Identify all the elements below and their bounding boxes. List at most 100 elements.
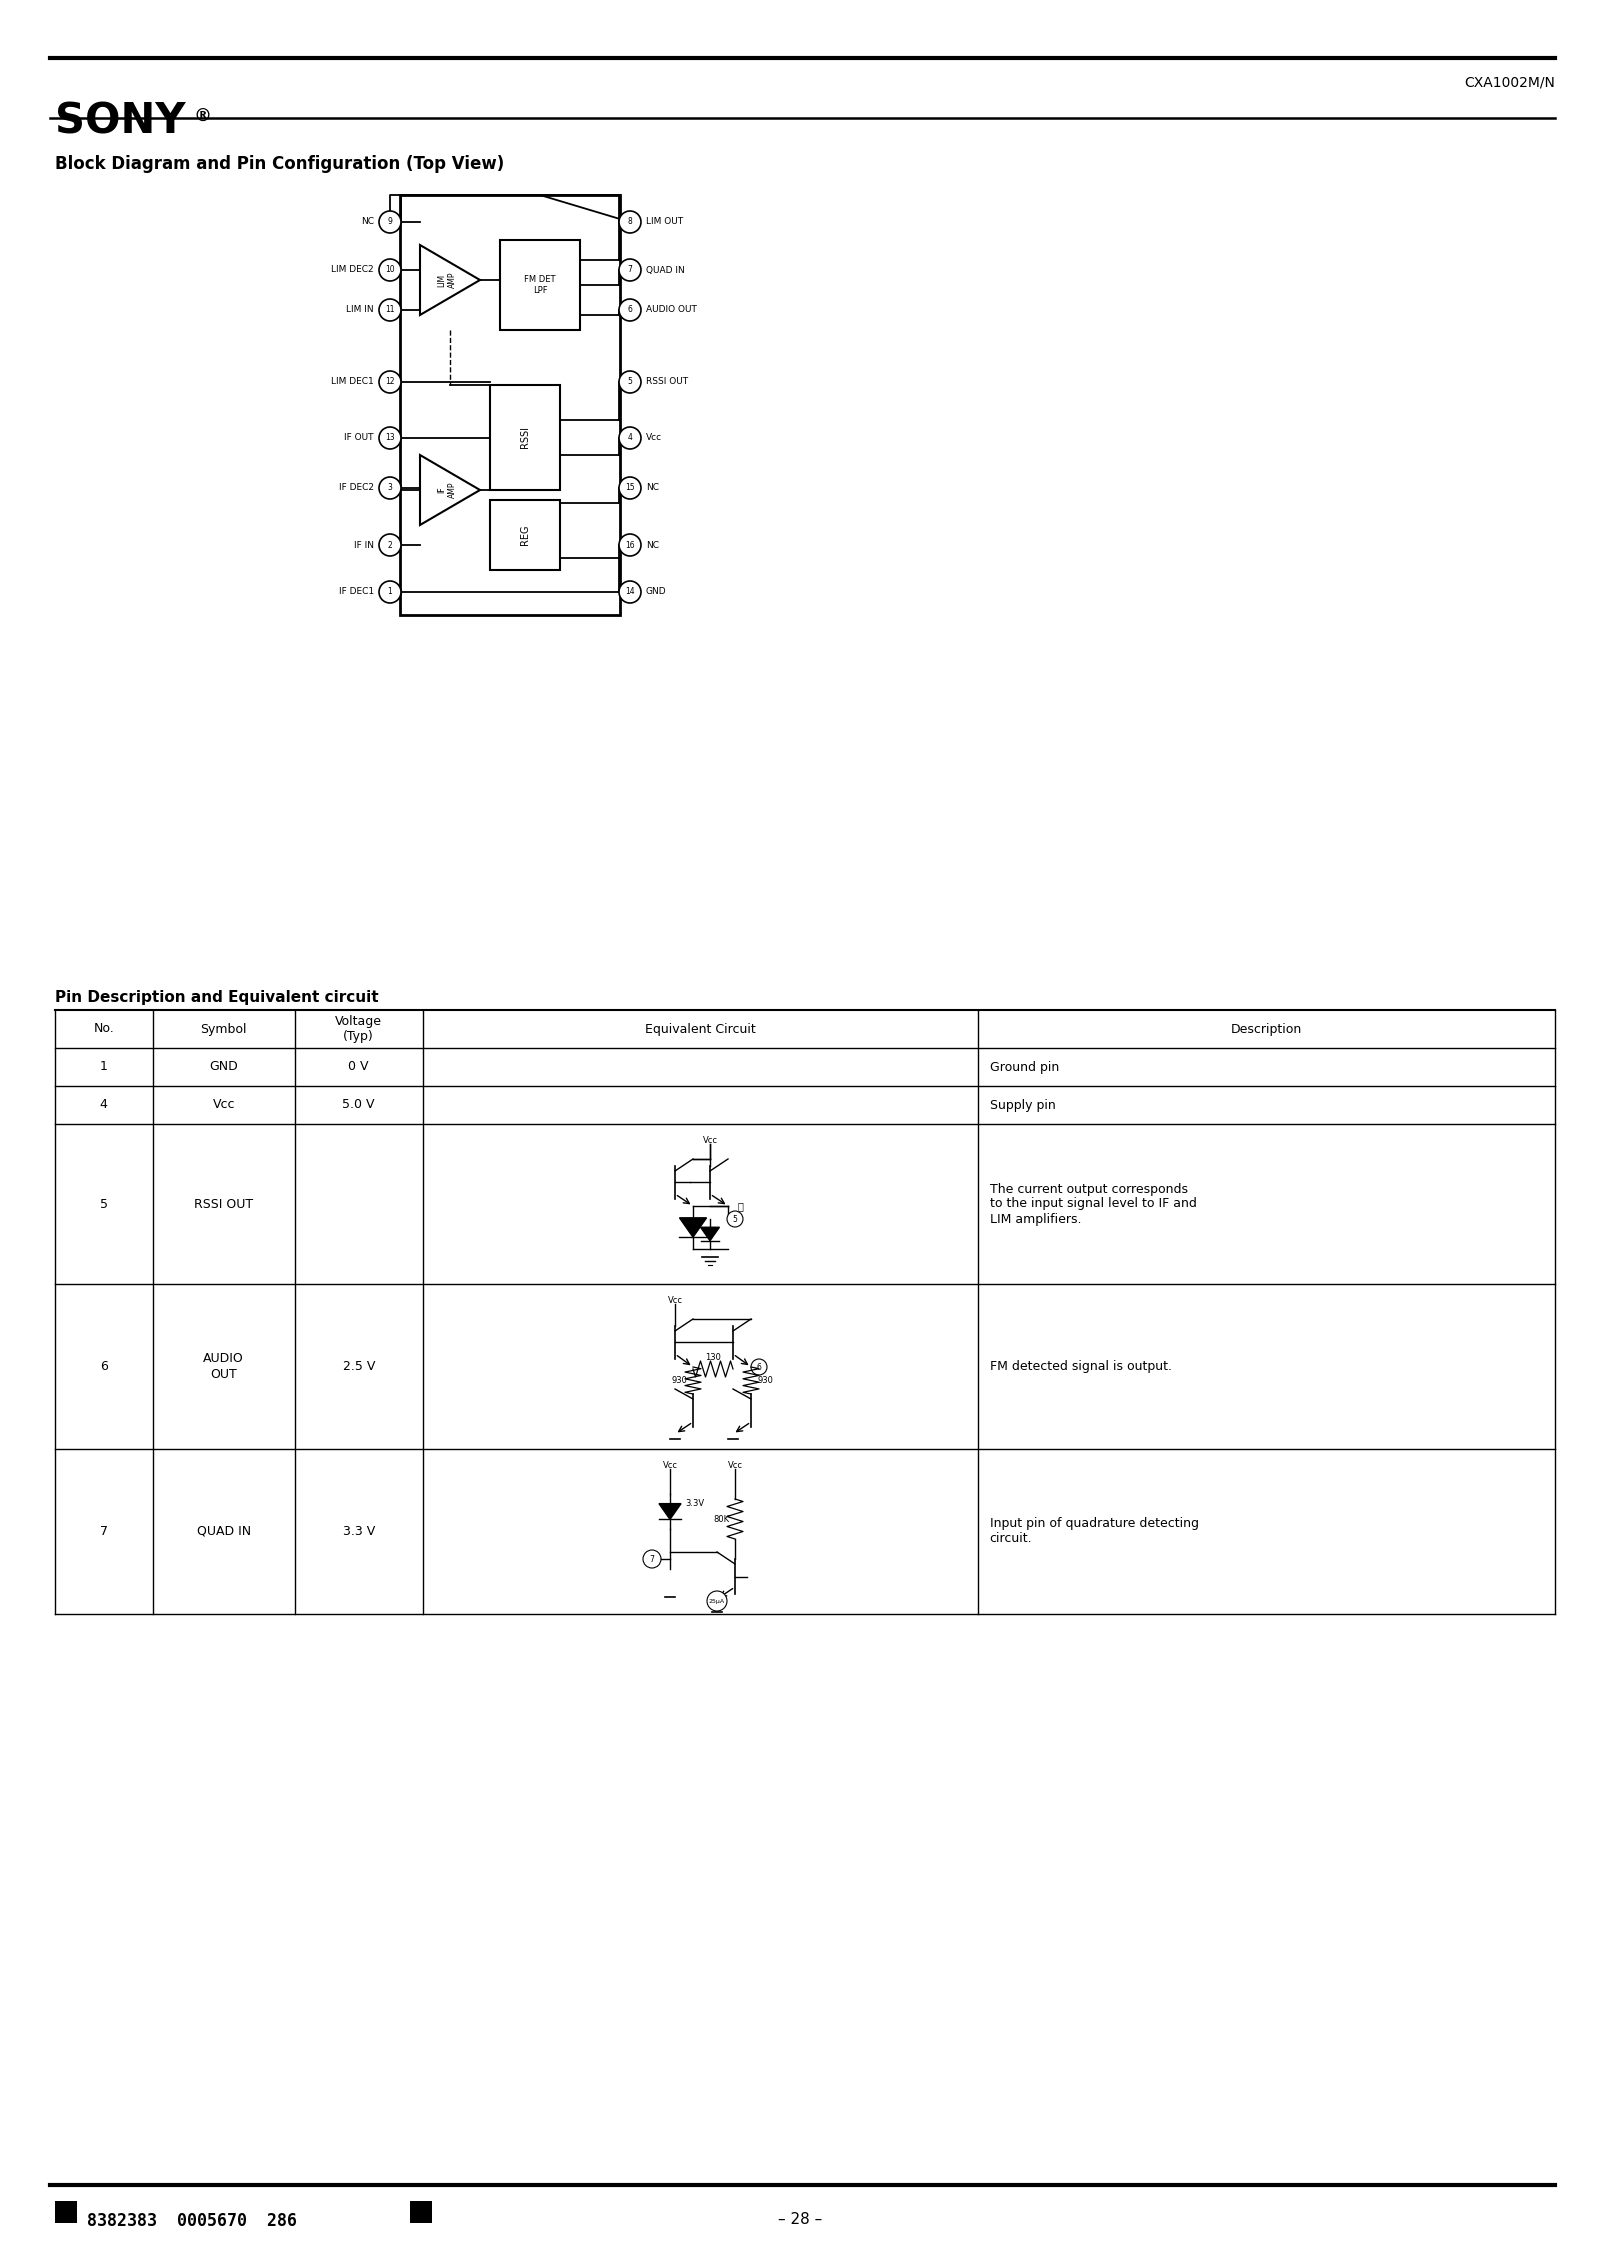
Text: 2.5 V: 2.5 V (342, 1360, 374, 1374)
Bar (499, 240, 579, 329)
Circle shape (379, 580, 402, 603)
Circle shape (726, 1210, 742, 1228)
Text: QUAD IN: QUAD IN (646, 264, 685, 273)
Text: 25μA: 25μA (709, 1598, 725, 1605)
Circle shape (379, 372, 402, 392)
Circle shape (619, 533, 642, 556)
Text: LIM DEC1: LIM DEC1 (331, 376, 374, 385)
Circle shape (619, 260, 642, 280)
Text: QUAD IN: QUAD IN (197, 1524, 251, 1537)
Text: Equivalent Circuit: Equivalent Circuit (645, 1022, 755, 1035)
Text: Ground pin: Ground pin (989, 1060, 1059, 1073)
Text: 16: 16 (626, 540, 635, 549)
Circle shape (643, 1551, 661, 1569)
Text: 4: 4 (627, 433, 632, 441)
Text: Block Diagram and Pin Configuration (Top View): Block Diagram and Pin Configuration (Top… (54, 155, 504, 173)
Bar (490, 500, 560, 569)
Circle shape (379, 428, 402, 448)
Text: RSSI OUT: RSSI OUT (646, 376, 688, 385)
Text: AUDIO
OUT: AUDIO OUT (203, 1354, 245, 1380)
Circle shape (619, 428, 642, 448)
Text: ®: ® (194, 108, 211, 125)
Circle shape (379, 260, 402, 280)
Text: 0 V: 0 V (349, 1060, 370, 1073)
Text: 8: 8 (627, 217, 632, 226)
Circle shape (379, 477, 402, 500)
Text: 3: 3 (387, 484, 392, 493)
Text: 6: 6 (757, 1363, 762, 1371)
Polygon shape (419, 455, 480, 524)
Text: IF IN: IF IN (354, 540, 374, 549)
Text: REG: REG (520, 524, 530, 545)
Polygon shape (419, 244, 480, 316)
Text: 10: 10 (386, 264, 395, 273)
Text: 5: 5 (733, 1215, 738, 1224)
Text: GND: GND (210, 1060, 238, 1073)
Text: Supply pin: Supply pin (989, 1098, 1056, 1112)
Text: IF DEC2: IF DEC2 (339, 484, 374, 493)
Text: 15: 15 (626, 484, 635, 493)
Text: LIM
AMP: LIM AMP (437, 271, 456, 289)
Text: Input pin of quadrature detecting
circuit.: Input pin of quadrature detecting circui… (989, 1517, 1198, 1546)
Text: 6: 6 (99, 1360, 107, 1374)
Text: LIM DEC2: LIM DEC2 (331, 264, 374, 273)
Circle shape (619, 298, 642, 320)
Text: 8382383  0005670  286: 8382383 0005670 286 (86, 2212, 298, 2230)
Bar (54, 2201, 77, 2223)
Text: Vcc: Vcc (667, 1295, 683, 1304)
Circle shape (707, 1591, 726, 1611)
Text: Vcc: Vcc (728, 1461, 742, 1470)
Text: 930: 930 (670, 1376, 686, 1385)
Text: 80K: 80K (714, 1515, 730, 1524)
Bar (400, 195, 621, 614)
Text: 130: 130 (706, 1354, 722, 1363)
Text: FM detected signal is output.: FM detected signal is output. (989, 1360, 1171, 1374)
Text: AUDIO OUT: AUDIO OUT (646, 305, 698, 314)
Text: IF DEC1: IF DEC1 (339, 587, 374, 596)
Polygon shape (680, 1217, 707, 1237)
Text: RSSI: RSSI (520, 426, 530, 448)
Text: 12: 12 (386, 376, 395, 385)
Text: 7: 7 (650, 1555, 654, 1564)
Text: NC: NC (362, 217, 374, 226)
Circle shape (379, 211, 402, 233)
Text: IF
AMP: IF AMP (437, 482, 456, 498)
Text: 5: 5 (99, 1197, 107, 1210)
Polygon shape (701, 1228, 720, 1242)
Text: 3.3V: 3.3V (685, 1499, 704, 1508)
Text: 6: 6 (627, 305, 632, 314)
Circle shape (619, 211, 642, 233)
Text: – 28 –: – 28 – (778, 2212, 822, 2228)
Text: 1: 1 (99, 1060, 107, 1073)
Text: FM DET
LPF: FM DET LPF (525, 276, 555, 296)
Text: The current output corresponds
to the input signal level to IF and
LIM amplifier: The current output corresponds to the in… (989, 1183, 1197, 1226)
Polygon shape (659, 1504, 682, 1519)
Text: 5.0 V: 5.0 V (342, 1098, 374, 1112)
Text: 2: 2 (387, 540, 392, 549)
Text: 9: 9 (387, 217, 392, 226)
Circle shape (619, 580, 642, 603)
Text: 4: 4 (99, 1098, 107, 1112)
Text: Pin Description and Equivalent circuit: Pin Description and Equivalent circuit (54, 991, 379, 1004)
Text: ⓥ: ⓥ (758, 1363, 763, 1371)
Text: 13: 13 (386, 433, 395, 441)
Text: Voltage
(Typ): Voltage (Typ) (336, 1015, 382, 1042)
Text: Description: Description (1230, 1022, 1302, 1035)
Bar (490, 385, 560, 491)
Text: GND: GND (646, 587, 667, 596)
Text: 930: 930 (757, 1376, 773, 1385)
Text: ⓤ: ⓤ (738, 1201, 744, 1210)
Text: Symbol: Symbol (200, 1022, 246, 1035)
Bar (410, 2201, 432, 2223)
Text: 5: 5 (627, 376, 632, 385)
Text: Vcc: Vcc (702, 1136, 717, 1145)
Text: Vcc: Vcc (662, 1461, 677, 1470)
Circle shape (379, 298, 402, 320)
Text: Vcc: Vcc (646, 433, 662, 441)
Text: 14: 14 (626, 587, 635, 596)
Text: 7: 7 (627, 264, 632, 273)
Text: NC: NC (646, 540, 659, 549)
Text: 7: 7 (99, 1524, 107, 1537)
Text: IF OUT: IF OUT (344, 433, 374, 441)
Text: 1: 1 (387, 587, 392, 596)
